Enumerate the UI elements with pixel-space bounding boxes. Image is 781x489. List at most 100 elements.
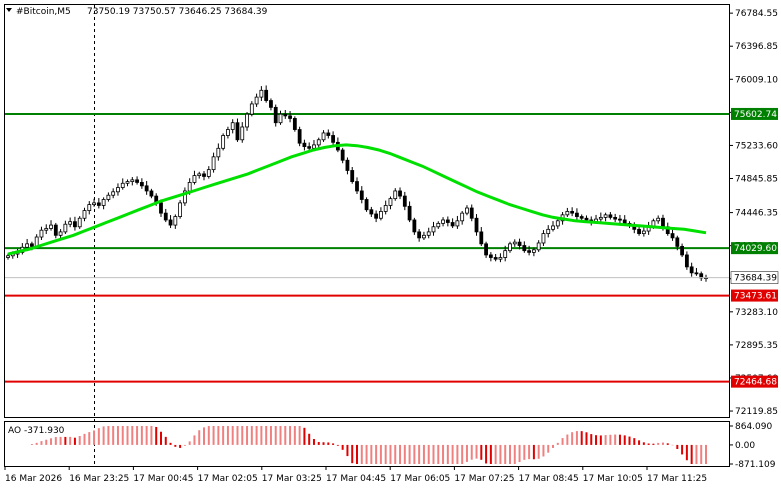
candle-body: [187, 182, 192, 192]
candle-body: [206, 169, 211, 177]
candle-body: [326, 132, 331, 136]
candle-body: [531, 249, 536, 253]
candle-body: [82, 210, 87, 219]
candle-body: [264, 89, 269, 101]
candle-body: [441, 219, 445, 224]
candle-body: [96, 202, 101, 206]
candle-body: [637, 228, 641, 235]
price-tick-label: 76396.85: [735, 42, 778, 52]
candle-body: [297, 129, 302, 144]
candle-body: [555, 220, 560, 227]
candle-body: [149, 190, 154, 197]
time-tick-label: 17 Mar 04:45: [326, 474, 386, 484]
candle-body: [536, 242, 541, 251]
candle-body: [235, 122, 240, 141]
candle-body: [182, 190, 187, 204]
time-tick-label: 16 Mar 2026: [5, 474, 62, 484]
candle-body: [694, 272, 699, 275]
ao-panel: AO -371.930 864.090 0.00 -871.109: [8, 422, 776, 470]
candle-body: [230, 122, 235, 130]
time-tick-label: 17 Mar 00:45: [133, 474, 193, 484]
candle-body: [622, 219, 627, 224]
time-tick-label: 17 Mar 06:05: [390, 474, 450, 484]
candle-body: [407, 205, 412, 221]
candle-body: [445, 219, 450, 223]
candle-body: [603, 214, 608, 218]
candle-body: [359, 190, 364, 200]
candle-body: [374, 213, 379, 219]
price-tick-label: 73283.10: [735, 308, 778, 318]
candle-body: [661, 217, 665, 228]
candle-body: [618, 218, 622, 221]
candle-body: [503, 250, 508, 258]
candle-body: [49, 224, 53, 229]
candle-body: [608, 214, 613, 218]
candle-body: [278, 113, 283, 124]
ao-tick-label: 0.00: [735, 441, 755, 451]
level-price-label: 72464.68: [734, 378, 777, 388]
time-tick-label: 17 Mar 02:05: [198, 474, 258, 484]
candle-body: [30, 243, 34, 247]
candle-body: [116, 187, 120, 193]
candle-body: [455, 220, 460, 227]
candle-body: [517, 241, 522, 246]
candle-body: [63, 223, 68, 233]
candle-body: [68, 221, 73, 225]
ohlc-readout: 73750.19 73750.57 73646.25 73684.39: [87, 7, 268, 17]
candle-body: [431, 226, 436, 233]
candle-body: [675, 237, 680, 247]
candle-body: [345, 159, 350, 171]
level-price-tag: [731, 242, 778, 255]
candle-body: [135, 179, 139, 183]
time-tick-label: 17 Mar 03:25: [262, 474, 322, 484]
candle-body: [273, 106, 278, 124]
candle-body: [302, 142, 307, 147]
candle-body: [364, 199, 369, 211]
candle-body: [130, 179, 135, 182]
candle-body: [125, 181, 130, 184]
candle-body: [422, 234, 426, 239]
candle-body: [436, 222, 441, 228]
level-price-tag: [731, 107, 778, 120]
candle-body: [92, 202, 96, 206]
current-price-label: 73684.39: [734, 274, 777, 284]
candle-body: [249, 103, 254, 115]
candle-body: [197, 173, 202, 177]
candle-body: [159, 202, 163, 214]
candle-body: [6, 255, 10, 258]
candle-body: [321, 132, 326, 141]
price-tick-label: 74446.35: [735, 209, 778, 219]
level-price-tag: [731, 289, 778, 302]
candle-body: [474, 217, 479, 233]
candle-body: [450, 222, 455, 227]
candle-body: [575, 212, 579, 217]
candle-body: [417, 231, 422, 239]
candle-body: [488, 254, 493, 258]
candle-body: [173, 216, 178, 226]
candle-body: [39, 229, 44, 238]
candle-body: [240, 126, 245, 141]
candle-body: [87, 204, 92, 211]
ao-tick-label: -871.109: [735, 460, 776, 470]
candle-body: [77, 217, 82, 228]
price-tick-label: 72119.85: [735, 407, 778, 417]
candle-body: [163, 212, 168, 221]
symbol-label: #Bitcoin,M5: [16, 7, 71, 17]
candle-body: [307, 146, 312, 149]
candle-body: [139, 182, 144, 187]
candle-body: [460, 212, 465, 222]
candle-body: [551, 225, 555, 230]
candle-body: [469, 207, 474, 219]
main-plot-frame: [4, 4, 730, 418]
candle-body: [498, 257, 503, 260]
dropdown-triangle-icon[interactable]: [6, 8, 12, 12]
candle-body: [670, 233, 675, 239]
candle-body: [216, 147, 221, 158]
candle-body: [178, 202, 183, 217]
moving-average: [7, 143, 707, 256]
candle-body: [312, 144, 316, 149]
candle-body: [426, 231, 431, 236]
candle-body: [192, 175, 197, 183]
candle-body: [383, 205, 388, 212]
